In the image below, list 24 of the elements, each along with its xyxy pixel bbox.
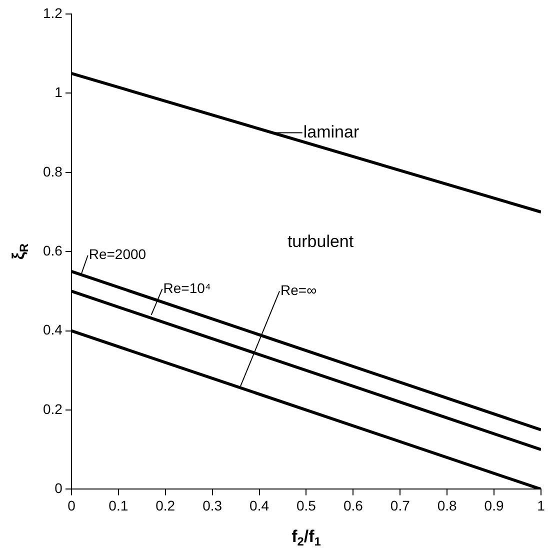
annotation: Re=2000 — [88, 246, 146, 262]
y-tick-label: 1.2 — [42, 4, 63, 21]
y-tick-label: 0.4 — [42, 322, 63, 338]
y-tick-label: 0.2 — [42, 400, 63, 417]
annotation: laminar — [303, 122, 360, 142]
x-tick-label: 1 — [537, 497, 546, 514]
x-tick-label: 0.7 — [390, 497, 410, 514]
y-tick-label: 0.8 — [42, 163, 63, 180]
y-axis-title: ξR — [9, 243, 31, 260]
x-tick-label: 0.9 — [484, 497, 504, 514]
x-tick-label: 0.6 — [343, 497, 364, 514]
annotation: Re=10⁴ — [163, 280, 211, 296]
x-tick-label: 0.8 — [437, 497, 458, 514]
x-tick-label: 0.1 — [108, 497, 128, 514]
x-tick-label: 0.4 — [250, 497, 270, 514]
y-tick-label: 1 — [54, 84, 63, 100]
annotation: Re=∞ — [280, 282, 317, 298]
y-tick-label: 0 — [54, 480, 63, 496]
annotation: turbulent — [287, 232, 354, 251]
x-tick-label: 0.5 — [296, 497, 316, 514]
x-tick-label: 0 — [68, 497, 76, 514]
x-tick-label: 0.3 — [202, 497, 222, 514]
x-tick-label: 0.2 — [156, 497, 176, 514]
y-tick-label: 0.6 — [42, 242, 63, 258]
